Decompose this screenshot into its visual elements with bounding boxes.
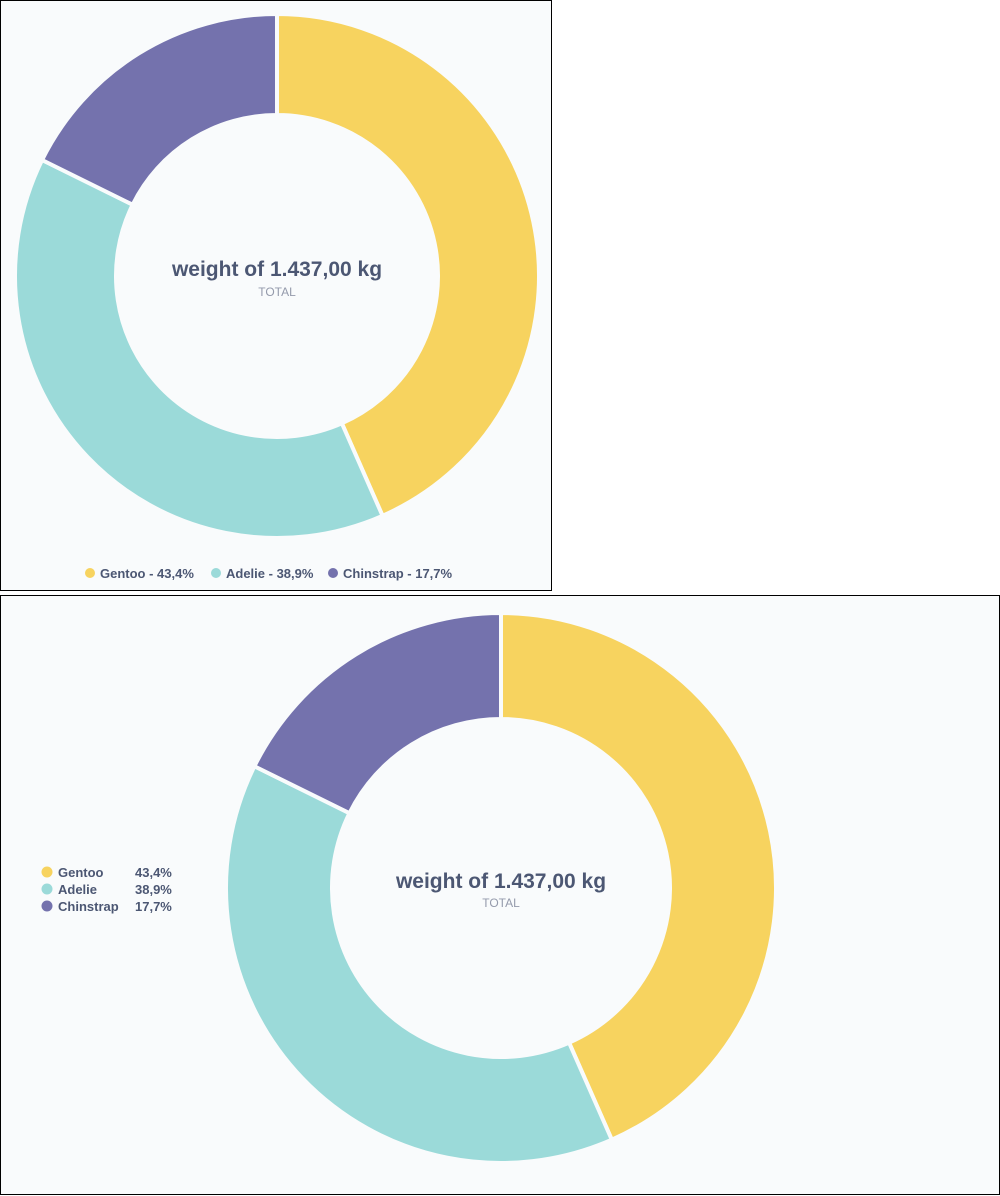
center-total-label: TOTAL: [258, 285, 296, 299]
donut-slices: [13, 12, 541, 540]
donut-slices: [224, 611, 778, 1165]
donut-slice-gentoo[interactable]: [499, 611, 778, 1142]
legend-item-adelie[interactable]: Adelie 38,9%: [41, 882, 173, 897]
donut-slice-gentoo[interactable]: [275, 12, 541, 518]
legend-swatch-chinstrap: [41, 900, 53, 912]
legend-label-chinstrap: Chinstrap: [58, 899, 119, 914]
legend-item-gentoo[interactable]: Gentoo 43,4%: [41, 865, 173, 880]
legend: Gentoo 43,4% Adelie 38,9% Chinstrap 17,7…: [41, 865, 173, 914]
legend-label-adelie: Adelie - 38,9%: [226, 566, 314, 581]
legend: Gentoo - 43,4% Adelie - 38,9% Chinstrap …: [85, 566, 453, 581]
legend-swatch-gentoo: [85, 568, 95, 578]
donut-slice-adelie[interactable]: [224, 764, 614, 1165]
legend-swatch-gentoo: [41, 866, 53, 878]
donut-chart-panel-left-legend: weight of 1.437,00 kg TOTAL Gentoo 43,4%…: [0, 595, 1000, 1195]
donut-chart-top: weight of 1.437,00 kg TOTAL Gentoo - 43,…: [13, 12, 541, 581]
donut-slice-chinstrap[interactable]: [40, 12, 279, 207]
center-total-value: weight of 1.437,00 kg: [171, 258, 382, 281]
legend-item-chinstrap[interactable]: Chinstrap 17,7%: [41, 899, 173, 914]
donut-slice-adelie[interactable]: [13, 157, 385, 540]
center-total-label: TOTAL: [482, 896, 520, 910]
legend-percent-adelie: 38,9%: [135, 882, 172, 897]
legend-item-adelie[interactable]: Adelie - 38,9%: [211, 566, 314, 581]
legend-percent-gentoo: 43,4%: [135, 865, 172, 880]
legend-swatch-adelie: [211, 568, 221, 578]
legend-label-adelie: Adelie: [58, 882, 97, 897]
legend-label-gentoo: Gentoo - 43,4%: [100, 566, 194, 581]
donut-chart-bottom: weight of 1.437,00 kg TOTAL Gentoo 43,4%…: [41, 611, 778, 1165]
center-total-value: weight of 1.437,00 kg: [395, 870, 606, 893]
legend-item-gentoo[interactable]: Gentoo - 43,4%: [85, 566, 194, 581]
legend-swatch-chinstrap: [328, 568, 338, 578]
donut-slice-chinstrap[interactable]: [252, 611, 503, 816]
legend-swatch-adelie: [41, 883, 53, 895]
donut-chart-panel-bottom-legend: weight of 1.437,00 kg TOTAL Gentoo - 43,…: [0, 0, 552, 591]
legend-item-chinstrap[interactable]: Chinstrap - 17,7%: [328, 566, 453, 581]
legend-percent-chinstrap: 17,7%: [135, 899, 172, 914]
legend-label-chinstrap: Chinstrap - 17,7%: [343, 566, 453, 581]
legend-label-gentoo: Gentoo: [58, 865, 104, 880]
